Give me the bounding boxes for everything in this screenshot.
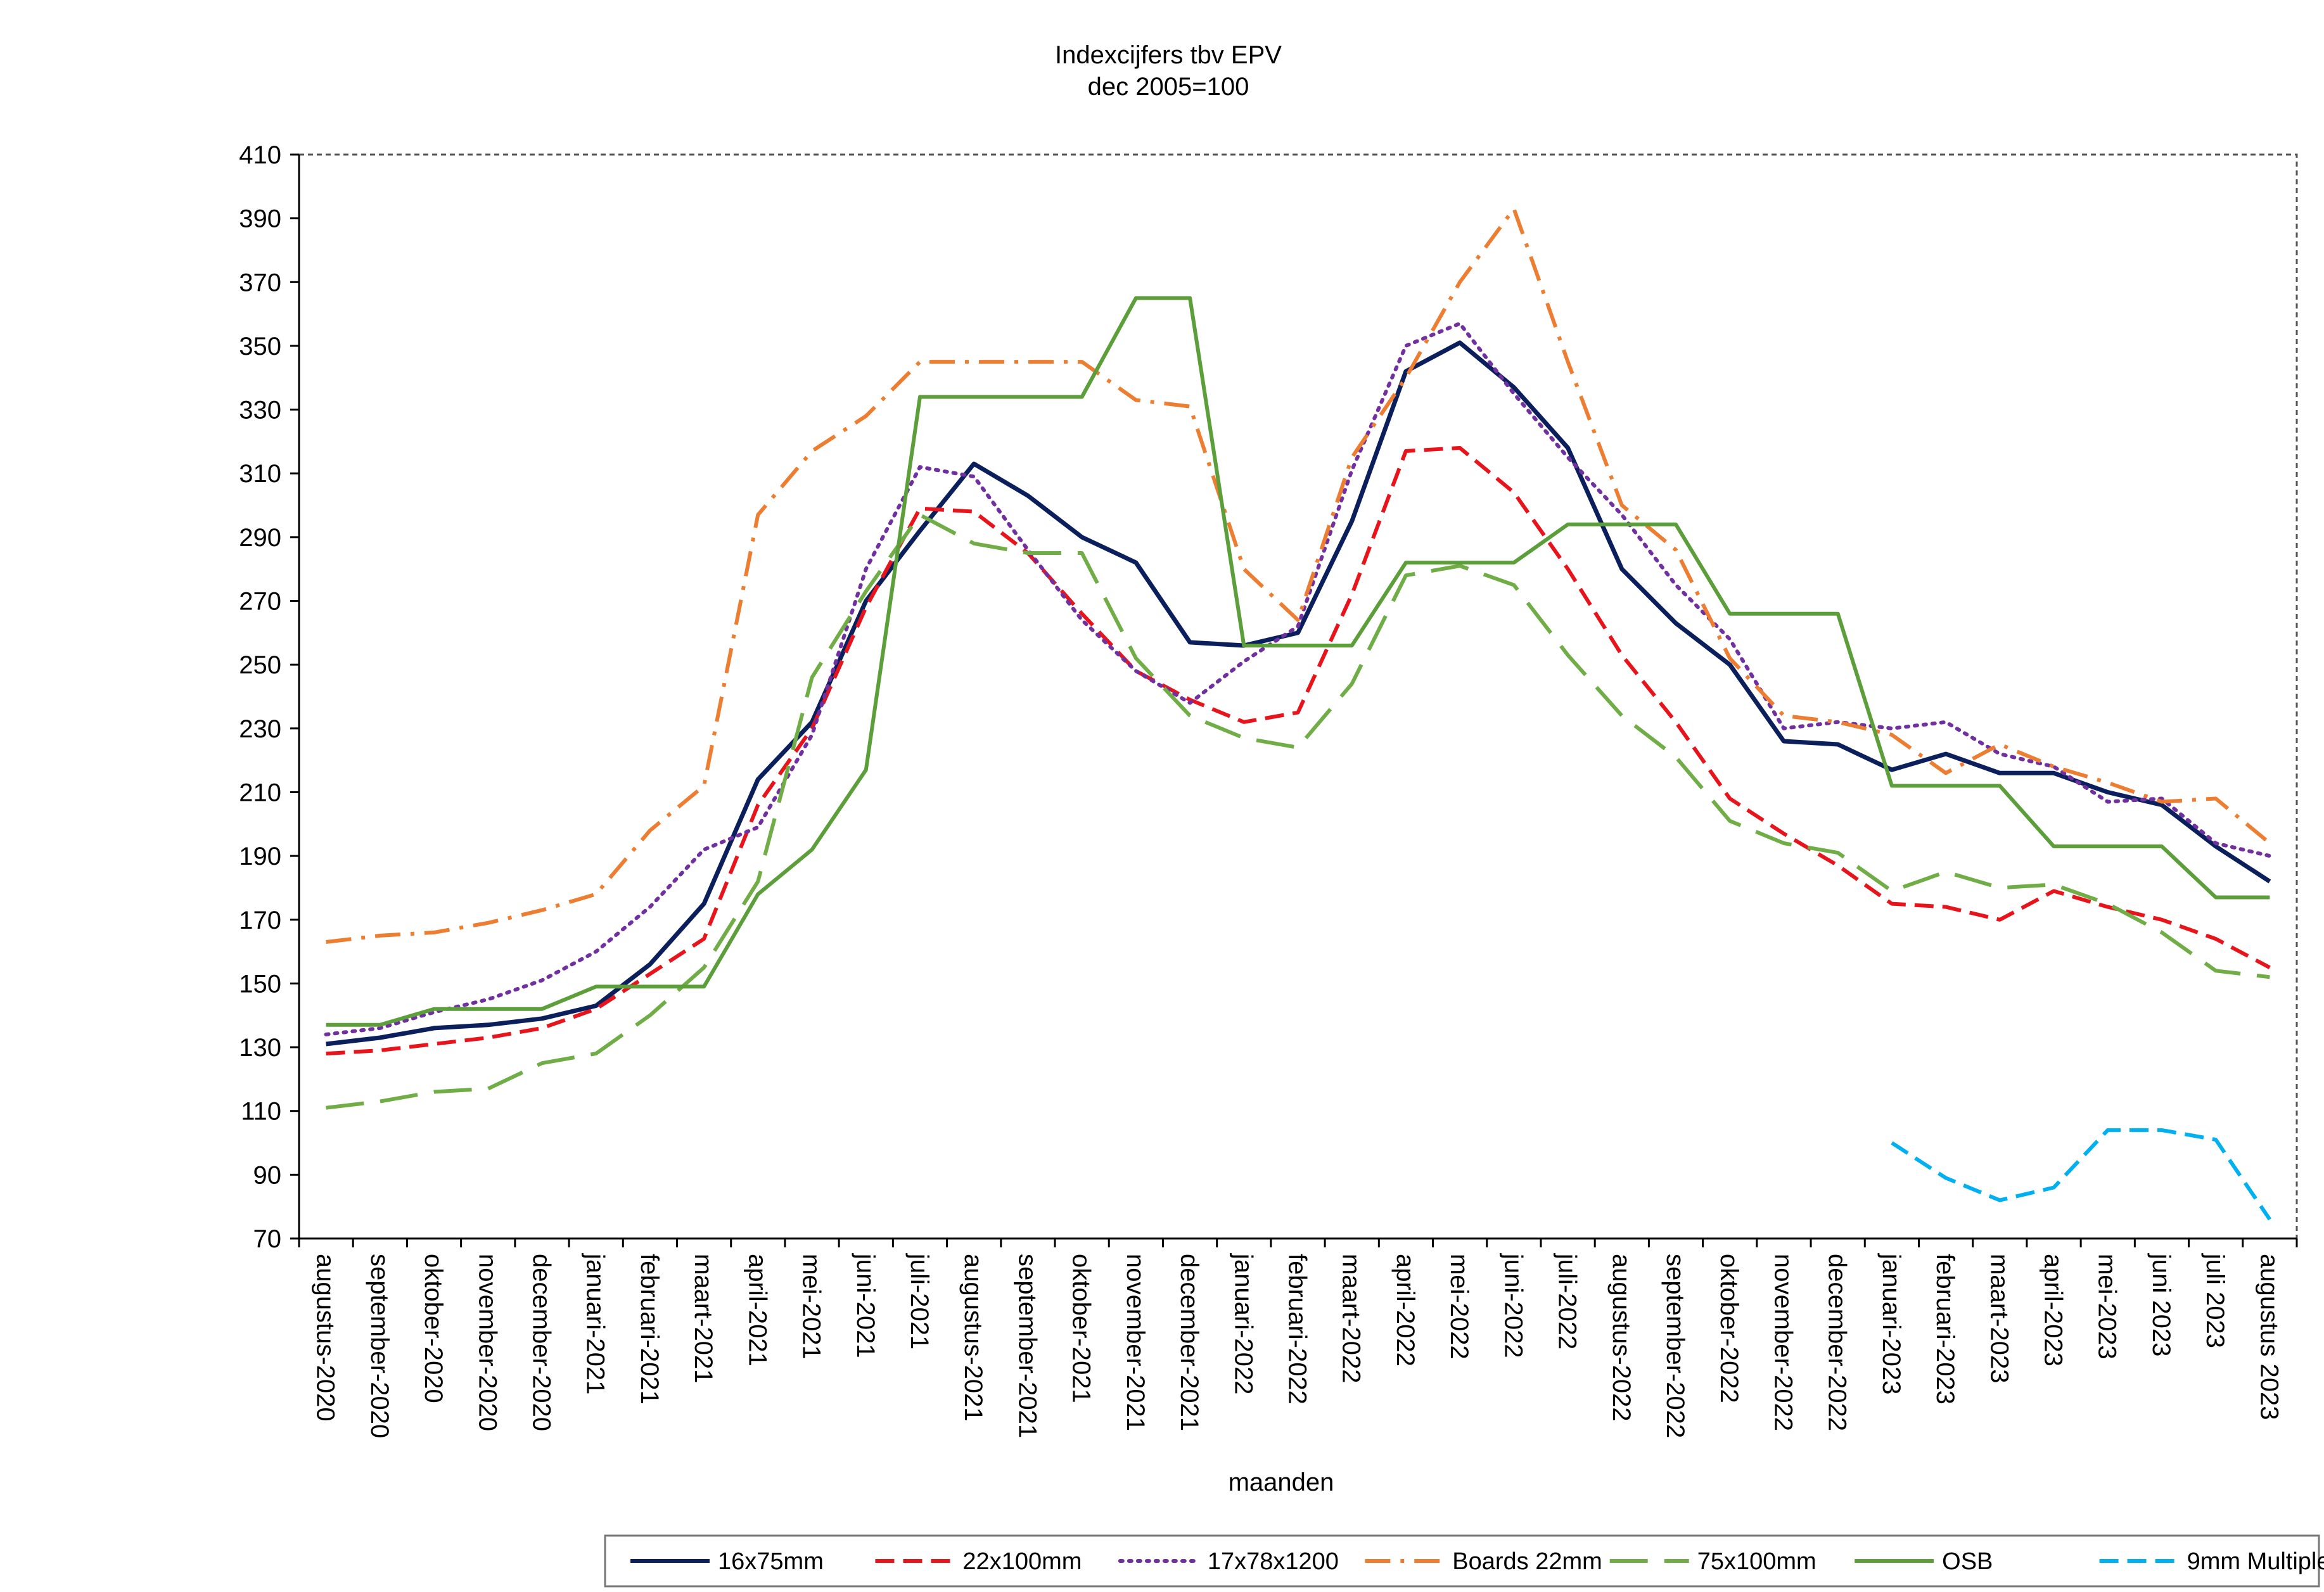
series-22x100mm (326, 446, 2271, 1056)
series-line-9mm-multiplex (1891, 1128, 2271, 1221)
x-tick-label: januari-2023 (1877, 1253, 1905, 1394)
plot-area (298, 153, 2298, 1240)
series-line-17x78x1200 (324, 321, 2272, 1036)
x-tick-label: september-2022 (1661, 1254, 1689, 1438)
y-tick-label: 310 (239, 460, 281, 488)
x-tick-label: december-2021 (1175, 1254, 1203, 1431)
y-tick-label: 350 (239, 333, 281, 360)
x-tick-label: april-2021 (743, 1254, 771, 1366)
series-line-osb (326, 296, 2270, 1027)
x-tick-label: november-2021 (1121, 1254, 1149, 1431)
y-axis: 70 90 110 130 150 170 190 210 230 250 270 290 310 330… (239, 141, 300, 1253)
x-tick-label: mei-2021 (798, 1254, 826, 1360)
x-tick-label: februari-2023 (1931, 1254, 1959, 1404)
series-16x75mm (326, 340, 2271, 1047)
y-tick-label: 210 (239, 779, 281, 806)
y-tick-label: 190 (239, 843, 281, 870)
x-tick-label: maart-2023 (1985, 1254, 2013, 1384)
y-tick-label: 370 (239, 269, 281, 296)
y-tick-label: 90 (253, 1161, 282, 1189)
y-tick-label: 170 (239, 907, 281, 934)
legend-label-9mm-multiplex: 9mm Multiplex (2187, 1548, 2324, 1575)
x-tick-label: oktober-2022 (1715, 1254, 1743, 1403)
legend-label-75x100mm: 75x100mm (1697, 1548, 1816, 1575)
chart-title: Indexcijfers tbv EPV (1055, 41, 1282, 69)
x-tick-label: oktober-2020 (419, 1254, 447, 1403)
x-tick-label: januari-2022 (1229, 1253, 1257, 1394)
y-tick-label: 270 (239, 588, 281, 616)
x-tick-label: oktober-2021 (1068, 1254, 1095, 1403)
legend-label-17x78x1200: 17x78x1200 (1208, 1548, 1339, 1575)
x-tick-label: januari-2021 (582, 1253, 610, 1394)
x-tick-label: februari-2022 (1284, 1254, 1312, 1404)
x-tick-label: december-2022 (1823, 1254, 1851, 1431)
x-tick-label: november-2020 (473, 1254, 501, 1431)
y-tick-label: 390 (239, 205, 281, 233)
x-axis-title: maanden (1229, 1468, 1334, 1496)
x-tick-label: december-2020 (527, 1254, 555, 1431)
x-tick-label: augustus-2020 (312, 1254, 340, 1422)
x-tick-label: juni 2023 (2147, 1253, 2175, 1356)
series-boards-22mm (326, 207, 2271, 944)
x-tick-label: mei-2022 (1445, 1254, 1473, 1360)
series-9mm-multiplex (1891, 1128, 2271, 1221)
x-tick-label: april-2023 (2040, 1254, 2067, 1366)
x-tick-label: augustus-2021 (959, 1254, 987, 1422)
chart-subtitle: dec 2005=100 (1088, 73, 1249, 101)
series-line-22x100mm (326, 446, 2271, 1056)
legend-label-osb: OSB (1942, 1548, 1993, 1575)
series-line-boards-22mm (326, 207, 2271, 944)
x-tick-label: maart-2022 (1338, 1254, 1365, 1384)
y-tick-label: 150 (239, 970, 281, 998)
series-group (324, 207, 2272, 1221)
x-tick-label: juni-2022 (1499, 1253, 1527, 1358)
plot-border (298, 153, 2298, 1240)
x-tick-label: september-2021 (1013, 1254, 1041, 1438)
y-tick-label: 230 (239, 715, 281, 743)
x-tick-label: juli-2021 (905, 1253, 933, 1349)
x-tick-label: februari-2021 (635, 1254, 663, 1404)
y-tick-label: 130 (239, 1034, 281, 1062)
x-tick-label: mei-2023 (2093, 1254, 2121, 1360)
x-tick-label: april-2022 (1391, 1254, 1419, 1366)
series-line-16x75mm (326, 340, 2271, 1047)
y-tick-label: 410 (239, 141, 281, 169)
legend-label-boards-22mm: Boards 22mm (1452, 1548, 1602, 1575)
series-osb (326, 296, 2270, 1027)
series-75x100mm (326, 513, 2270, 1110)
y-tick-label: 290 (239, 524, 281, 552)
x-tick-label: augustus-2022 (1607, 1254, 1635, 1422)
series-17x78x1200 (324, 321, 2272, 1036)
legend-label-22x100mm: 22x100mm (962, 1548, 1082, 1575)
x-tick-label: maart-2021 (689, 1254, 717, 1384)
legend: 16x75mm 22x100mm 17x78x1200 Boards 22mm 75x1… (604, 1534, 2324, 1588)
x-tick-label: november-2022 (1769, 1254, 1797, 1431)
y-tick-label: 110 (241, 1098, 281, 1126)
x-tick-label: juli 2023 (2201, 1253, 2229, 1348)
legend-label-16x75mm: 16x75mm (718, 1548, 824, 1575)
x-tick-label: juni-2021 (852, 1253, 879, 1358)
y-tick-label: 250 (239, 651, 281, 679)
y-tick-label: 330 (239, 397, 281, 424)
series-line-75x100mm (326, 513, 2270, 1110)
y-tick-label: 70 (253, 1225, 282, 1253)
x-tick-label: augustus 2023 (2255, 1254, 2283, 1420)
x-tick-label: september-2020 (366, 1254, 393, 1438)
x-axis: augustus-2020 september-2020 oktober-2020 n… (298, 1237, 2298, 1438)
x-tick-label: juli-2022 (1554, 1253, 1581, 1349)
